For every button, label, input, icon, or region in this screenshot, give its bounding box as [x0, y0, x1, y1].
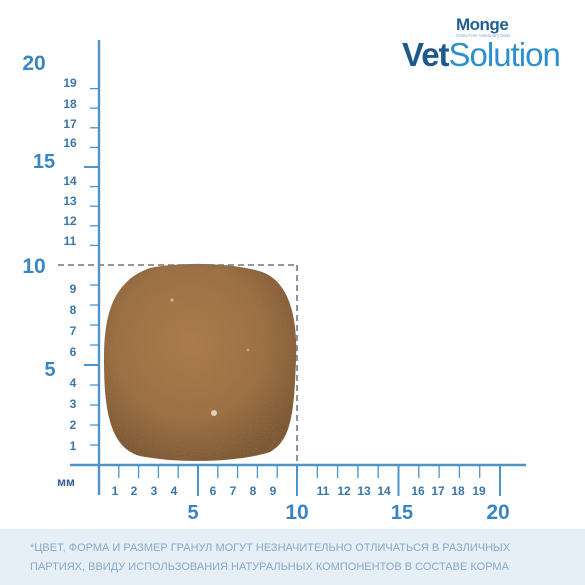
x-tick-label: 4	[171, 484, 178, 498]
y-tick-label: 17	[63, 117, 77, 131]
x-tick-label: 7	[230, 484, 237, 498]
y-tick-label: 3	[70, 397, 77, 411]
y-tick-label: 18	[63, 97, 77, 111]
x-tick-label: 8	[250, 484, 257, 498]
x-tick-label: 9	[270, 484, 277, 498]
y-tick-label: 19	[63, 76, 77, 90]
x-tick-label: 11	[317, 484, 330, 498]
x-big-label: 20	[486, 501, 509, 524]
product-logo-part-vet: Vet	[402, 36, 450, 73]
x-tick-label: 3	[151, 484, 158, 498]
kibble-highlight	[246, 348, 250, 352]
horizontal-ticks	[118, 465, 501, 496]
x-big-label: 5	[187, 502, 198, 524]
x-big-label: 10	[285, 501, 308, 524]
y-tick-label: 6	[70, 345, 77, 359]
y-tick-label: 13	[63, 194, 77, 208]
product-logo-part-solution: Solution	[448, 36, 561, 73]
y-tick-label: 1	[70, 439, 77, 453]
y-big-label: 5	[44, 359, 55, 381]
kibble-image	[104, 263, 297, 461]
x-tick-label: 14	[377, 484, 391, 498]
vertical-ticks	[84, 87, 99, 446]
x-tick-label: 18	[451, 484, 465, 498]
x-tick-label: 16	[411, 484, 425, 498]
y-big-label: 20	[22, 52, 45, 75]
y-tick-label: 8	[70, 303, 77, 317]
kibble-highlight	[211, 410, 217, 416]
disclaimer-banner: *ЦВЕТ, ФОРМА И РАЗМЕР ГРАНУЛ МОГУТ НЕЗНА…	[0, 529, 585, 585]
y-tick-label: 12	[63, 214, 77, 228]
y-big-label: 15	[33, 151, 55, 173]
brand-tagline: Grain Free Veterinary Diets	[456, 33, 511, 38]
unit-label-mm: мм	[57, 475, 75, 489]
y-tick-label: 4	[70, 376, 77, 390]
disclaimer-text: *ЦВЕТ, ФОРМА И РАЗМЕР ГРАНУЛ МОГУТ НЕЗНА…	[30, 542, 511, 573]
kibble-highlight	[170, 298, 174, 302]
brand-logo-monge: Monge	[456, 15, 509, 34]
y-tick-label: 11	[64, 234, 77, 248]
x-tick-label: 17	[431, 484, 445, 498]
y-tick-label: 14	[63, 174, 77, 188]
product-logo-vetsolution: VetSolution	[402, 36, 561, 74]
y-big-label: 10	[22, 255, 45, 278]
x-tick-label: 2	[131, 484, 138, 498]
x-tick-label: 6	[210, 484, 217, 498]
x-tick-label: 12	[337, 484, 351, 498]
x-tick-label: 13	[357, 484, 371, 498]
y-tick-label: 2	[70, 418, 77, 432]
y-tick-label: 7	[70, 324, 77, 338]
x-big-label: 15	[391, 502, 413, 524]
x-tick-label: 19	[472, 484, 486, 498]
y-tick-label: 9	[70, 282, 77, 296]
y-tick-label: 16	[63, 136, 77, 150]
x-tick-label: 1	[112, 484, 119, 498]
